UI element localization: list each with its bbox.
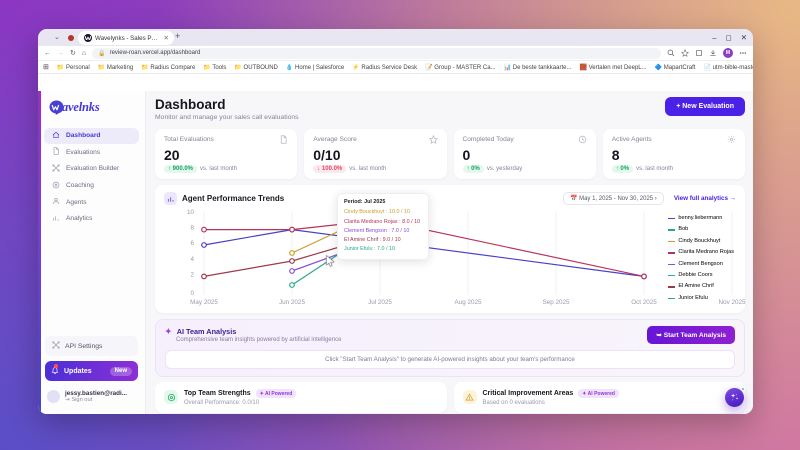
svg-text:2: 2 (190, 271, 194, 278)
svg-text:Jun 2025: Jun 2025 (279, 299, 305, 306)
svg-text:May 2025: May 2025 (190, 299, 218, 306)
svg-text:Sep 2025: Sep 2025 (543, 299, 570, 306)
svg-text:4: 4 (190, 256, 194, 263)
svg-text:Aug 2025: Aug 2025 (455, 299, 482, 306)
svg-text:6: 6 (190, 240, 194, 247)
svg-text:10: 10 (187, 209, 195, 216)
svg-text:Jul 2025: Jul 2025 (368, 299, 392, 306)
svg-text:0: 0 (190, 290, 194, 297)
svg-text:Oct 2025: Oct 2025 (631, 299, 657, 306)
svg-text:8: 8 (190, 225, 194, 232)
